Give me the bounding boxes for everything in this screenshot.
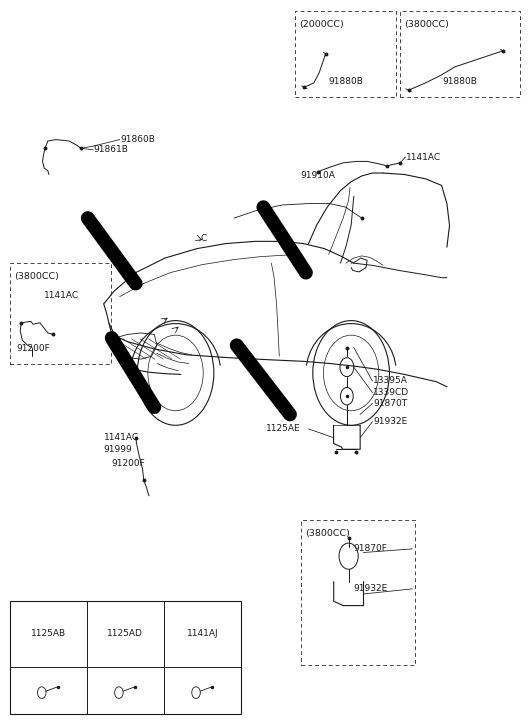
Text: 91860B: 91860B xyxy=(120,135,155,144)
Text: C: C xyxy=(200,234,206,243)
Text: 91932E: 91932E xyxy=(373,417,407,426)
Text: 1141AC: 1141AC xyxy=(104,433,139,442)
Text: 1141AC: 1141AC xyxy=(44,291,79,300)
Text: 1125AE: 1125AE xyxy=(266,425,301,433)
Bar xyxy=(10,263,111,364)
Text: (2000CC): (2000CC) xyxy=(300,20,344,28)
Text: (3800CC): (3800CC) xyxy=(404,20,449,28)
Text: 91999: 91999 xyxy=(104,445,132,454)
Text: 1125AD: 1125AD xyxy=(107,630,143,638)
Text: 1125AB: 1125AB xyxy=(30,630,66,638)
Text: 91200F: 91200F xyxy=(112,459,145,468)
Text: 91870F: 91870F xyxy=(354,545,388,553)
Text: (3800CC): (3800CC) xyxy=(14,272,59,281)
Text: 91880B: 91880B xyxy=(328,77,363,86)
Text: 13395A: 13395A xyxy=(373,377,408,385)
Text: 91880B: 91880B xyxy=(443,77,477,86)
Text: 1141AC: 1141AC xyxy=(406,153,441,161)
Text: 91932E: 91932E xyxy=(354,585,388,593)
Text: 91870T: 91870T xyxy=(373,399,407,408)
Text: 1141AJ: 1141AJ xyxy=(187,630,218,638)
Text: 91200F: 91200F xyxy=(16,344,49,353)
Text: 1339CD: 1339CD xyxy=(373,388,409,397)
Bar xyxy=(400,11,520,97)
Text: 91861B: 91861B xyxy=(94,145,129,154)
Bar xyxy=(10,601,241,714)
Text: (3800CC): (3800CC) xyxy=(305,529,350,537)
Text: 91910A: 91910A xyxy=(301,172,336,180)
Bar xyxy=(301,520,415,665)
Bar xyxy=(295,11,396,97)
